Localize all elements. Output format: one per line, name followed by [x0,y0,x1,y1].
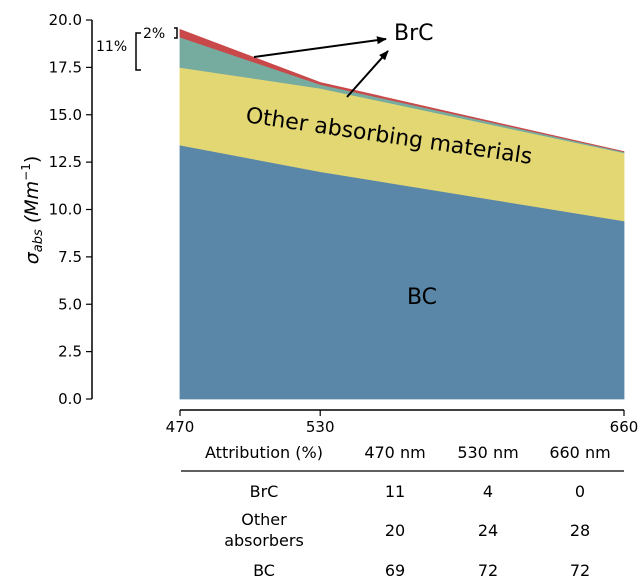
y-ticks: 0.0 2.5 5.0 7.5 10.0 12.5 15.0 17.5 20.0 [49,11,92,408]
x-tick-label: 660 [610,418,639,436]
table-row-label: BrC [250,482,279,501]
table-cell: 69 [385,561,405,580]
bracket-2 [174,27,178,39]
y-axis: 0.0 2.5 5.0 7.5 10.0 12.5 15.0 17.5 20.0 σabs (M… [19,11,93,408]
y-label-unit-open: (Mm [21,181,43,229]
table-cell: 11 [385,482,405,501]
y-label-sigma: σ [21,251,43,264]
stacked-areas [179,28,625,400]
table-cell: 4 [483,482,493,501]
y-tick-label: 2.5 [58,343,82,361]
table-row-label: absorbers [224,531,304,550]
y-tick-label: 12.5 [49,153,82,171]
y-axis-label: σabs (Mm−1) [19,156,46,265]
table-cell: 72 [570,561,590,580]
pct-2-label: 2% [143,26,165,42]
brc-label: BrC [394,21,434,46]
table-row-label: BC [253,561,275,580]
y-tick-label: 0.0 [58,390,82,408]
x-tick-label: 530 [306,418,335,436]
y-label-unit-close: ) [21,156,43,163]
y-tick-label: 7.5 [58,248,82,266]
table-header-cell: Attribution (%) [205,443,323,462]
y-label-superscript: −1 [19,163,33,181]
x-axis: 470 530 660 [166,409,639,436]
bracket-11 [135,32,141,71]
table-cell: 20 [385,521,405,540]
table-header-cell: 660 nm [549,443,610,462]
table-cell: 72 [478,561,498,580]
table-cell: 28 [570,521,590,540]
brc-arrow-1 [253,36,387,58]
y-tick-label: 15.0 [49,106,82,124]
table-cell: 0 [575,482,585,501]
area-series-3 [179,28,625,153]
y-tick-label: 17.5 [49,58,82,76]
table-header-cell: 530 nm [457,443,518,462]
y-tick-label: 20.0 [49,11,82,29]
table-row-label: Other [241,510,287,529]
y-label-subscript: abs [31,229,46,252]
bc-label: BC [407,285,437,310]
table-cell: 24 [478,521,498,540]
x-ticks: 470 530 660 [166,410,639,436]
y-tick-label: 10.0 [49,201,82,219]
pct-11-label: 11% [96,39,127,55]
brc-arrow-2 [346,50,389,98]
x-tick-label: 470 [166,418,195,436]
attribution-table: Attribution (%) 470 nm 530 nm 660 nm BrC… [181,443,624,580]
y-tick-label: 5.0 [58,295,82,313]
table-header-cell: 470 nm [364,443,425,462]
